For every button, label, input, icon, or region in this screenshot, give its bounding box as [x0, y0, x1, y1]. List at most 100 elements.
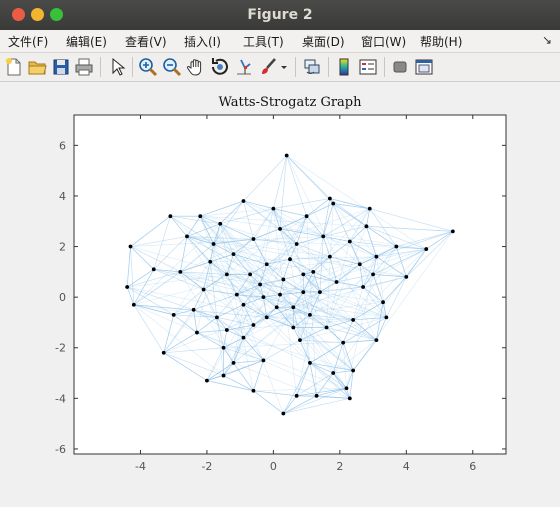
graph-edge-long [332, 203, 377, 257]
graph-edge-long [219, 223, 277, 308]
graph-edge-long [273, 208, 354, 371]
menu-insert[interactable]: 插入(I) [184, 35, 221, 49]
graph-edge [133, 304, 165, 353]
menu-desktop[interactable]: 桌面(D) [302, 35, 345, 49]
graph-node [205, 378, 209, 383]
graph-node [291, 305, 296, 310]
graph-edge-long [342, 342, 347, 389]
graph-edge [130, 246, 154, 270]
rotate-3d-icon[interactable] [209, 56, 231, 78]
maximize-window-button[interactable] [50, 8, 63, 21]
graph-edge [426, 231, 454, 250]
graph-edge [313, 256, 331, 273]
link-icon[interactable] [301, 56, 323, 78]
minimize-window-button[interactable] [31, 8, 44, 21]
graph-edge [372, 256, 377, 275]
graph-edge [243, 200, 254, 240]
colorbar-icon[interactable] [333, 56, 355, 78]
graph-edge [226, 254, 234, 275]
graph-edge [253, 317, 267, 326]
menu-edit[interactable]: 编辑(E) [66, 35, 107, 49]
graph-edge [346, 370, 354, 389]
graph-node [224, 272, 229, 277]
graph-node [294, 242, 299, 246]
close-window-button[interactable] [12, 8, 25, 21]
zoom-out-icon[interactable] [161, 56, 183, 78]
graph-edge-long [209, 261, 218, 318]
graph-edge [263, 339, 301, 361]
graph-node [351, 318, 356, 322]
graph-node [384, 315, 389, 320]
zoom-in-icon[interactable] [137, 56, 159, 78]
dock-icon[interactable] [413, 56, 435, 78]
graph-node [211, 242, 216, 246]
legend-icon[interactable] [357, 56, 379, 78]
graph-edge [302, 271, 314, 293]
graph-edge [243, 324, 254, 338]
menu-help[interactable]: 帮助(H) [420, 35, 463, 49]
graph-node [221, 345, 226, 350]
save-icon[interactable] [50, 56, 72, 78]
graph-edge [286, 155, 331, 199]
graph-edge [220, 223, 254, 240]
graph-edge [203, 274, 228, 290]
graph-edge-long [180, 271, 254, 326]
graph-node [214, 315, 219, 320]
graph-node [161, 350, 166, 355]
data-cursor-icon[interactable] [233, 56, 255, 78]
graph-edge [223, 337, 244, 349]
graph-edge [203, 289, 218, 318]
graph-edge [186, 236, 214, 245]
graph-edge-long [200, 215, 427, 250]
menu-window[interactable]: 窗口(W) [361, 35, 407, 49]
graph-edge-long [322, 198, 331, 237]
graph-edge [203, 261, 211, 290]
graph-edge [133, 269, 155, 305]
graph-edge-long [233, 362, 317, 397]
graph-node [294, 393, 299, 398]
graph-edge-long [133, 304, 174, 316]
print-icon[interactable] [73, 56, 95, 78]
graph-node [171, 312, 176, 317]
graph-edge-long [180, 271, 354, 321]
brush-icon[interactable] [257, 56, 279, 78]
hide-tools-icon[interactable] [389, 56, 411, 78]
graph-edge [329, 198, 367, 227]
graph-edge-long [186, 236, 254, 240]
graph-edge [153, 236, 188, 270]
dropdown-arrow-icon[interactable] [278, 56, 290, 78]
graph-edge [349, 226, 367, 242]
graph-edge [219, 223, 234, 255]
menu-view[interactable]: 查看(V) [125, 35, 167, 49]
graph-node [195, 330, 199, 335]
menu-tools[interactable]: 工具(T) [243, 35, 284, 49]
graph-edge [193, 309, 198, 333]
pointer-icon[interactable] [106, 56, 128, 78]
graph-edge [283, 395, 297, 414]
graph-edge [173, 309, 194, 316]
pan-hand-icon[interactable] [185, 56, 207, 78]
graph-edge [289, 258, 314, 273]
graph-edge [243, 296, 264, 306]
graph-edge [263, 294, 281, 298]
graph-edge [373, 274, 407, 278]
menu-file[interactable]: 文件(F) [8, 35, 49, 49]
graph-edge [396, 246, 407, 278]
graph-edge [276, 307, 294, 328]
graph-edge [299, 340, 311, 364]
graph-edge-long [253, 317, 267, 326]
graph-edge [376, 302, 384, 341]
graph-plot[interactable]: Watts-Strogatz Graph -4 -2 0 2 4 6 -6 -4 -2 0 2 4 6 [0, 82, 560, 503]
graph-edge-long [243, 200, 387, 318]
graph-edge [216, 317, 228, 331]
graph-edge [236, 294, 264, 298]
graph-edge [309, 342, 344, 364]
menu-overflow-arrow-icon[interactable]: ↘ [541, 33, 552, 47]
graph-edge [372, 248, 427, 275]
x-tick-label: 4 [403, 460, 410, 473]
new-file-icon[interactable] [3, 56, 25, 78]
open-folder-icon[interactable] [26, 56, 48, 78]
graph-edge [259, 284, 281, 295]
graph-edge-long [296, 243, 311, 363]
graph-edge [359, 256, 377, 265]
